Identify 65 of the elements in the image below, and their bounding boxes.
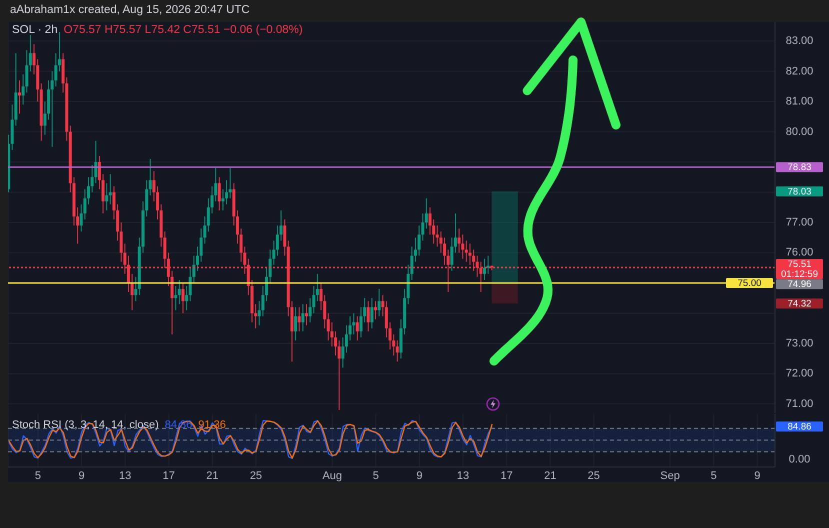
ref-line-label: 78.83: [788, 162, 812, 173]
ref-line-label: 75.00: [738, 277, 762, 288]
candlestick: [294, 306, 298, 341]
candlestick: [378, 288, 381, 317]
candlestick: [178, 279, 181, 305]
x-tick-label: 25: [588, 470, 600, 482]
candlestick: [18, 80, 21, 114]
ref-line-label: 75.51 01:12:59: [781, 258, 818, 280]
y-tick-label: 84.86: [788, 421, 812, 432]
y-tick-label: 0.00: [788, 454, 810, 466]
candlestick: [148, 158, 152, 196]
candlestick: [464, 240, 468, 262]
x-tick-label: 17: [500, 470, 513, 482]
candlestick: [424, 198, 428, 229]
line-series: [8, 420, 493, 460]
y-tick-label: 83.00: [786, 35, 814, 48]
x-tick-label: Aug: [322, 470, 342, 482]
x-tick-label: 13: [119, 470, 132, 482]
y-tick-label: 71.00: [786, 398, 814, 410]
candlestick: [483, 258, 486, 280]
x-tick-label: 9: [754, 470, 760, 482]
y-tick-label: 82.00: [786, 65, 814, 78]
y-tick-label: 80.00: [786, 126, 814, 138]
x-tick-label: 13: [456, 470, 470, 482]
candlestick: [374, 300, 378, 320]
candlestick: [181, 282, 184, 314]
candlestick: [283, 219, 286, 256]
y-tick-label: 81.00: [786, 96, 814, 108]
chart-subtitle: SOL · 2h: [12, 24, 58, 36]
candlestick: [458, 228, 461, 254]
y-tick-label: 77.00: [786, 216, 814, 228]
candlestick: [396, 340, 399, 362]
y-tick-label: 74.96: [788, 278, 812, 290]
y-tick-label: 76.00: [786, 246, 814, 259]
candlestick: [105, 182, 108, 211]
x-tick-label: 17: [162, 470, 175, 482]
candlestick: [366, 300, 370, 332]
candlestick: [304, 304, 308, 326]
y-tick-label: 74.32: [788, 298, 812, 310]
x-tick-label: Sep: [660, 470, 680, 482]
x-tick-label: 21: [206, 470, 218, 482]
x-tick-label: 5: [34, 470, 42, 482]
candlestick: [301, 304, 304, 332]
candlestick: [94, 140, 98, 184]
x-tick-label: 9: [416, 470, 422, 482]
y-tick-label: 78.03: [788, 186, 812, 197]
candlestick: [370, 298, 374, 329]
y-tick-label: 72.00: [786, 368, 814, 380]
candlestick: [22, 74, 25, 106]
candlestick: [308, 298, 312, 323]
x-tick-label: 21: [544, 470, 556, 482]
candlestick: [356, 316, 359, 341]
candlestick: [298, 306, 301, 332]
x-tick-label: 25: [250, 470, 262, 482]
annotation: O75.57 H75.57 L75.42 C75.51 −0.06 (−0.08%): [64, 24, 303, 36]
candlestick: [218, 176, 221, 211]
x-tick-label: 5: [710, 470, 717, 482]
chart-title: aAbraham1x created, Aug 15, 2026 20:47 UTC: [10, 4, 250, 16]
candlestick: [50, 70, 54, 148]
x-tick-label: 5: [372, 470, 379, 482]
candlestick: [134, 276, 138, 302]
candlestick: [174, 286, 178, 311]
candlestick: [108, 174, 112, 205]
y-tick-label: 73.00: [786, 337, 814, 350]
x-tick-label: 9: [78, 470, 85, 482]
